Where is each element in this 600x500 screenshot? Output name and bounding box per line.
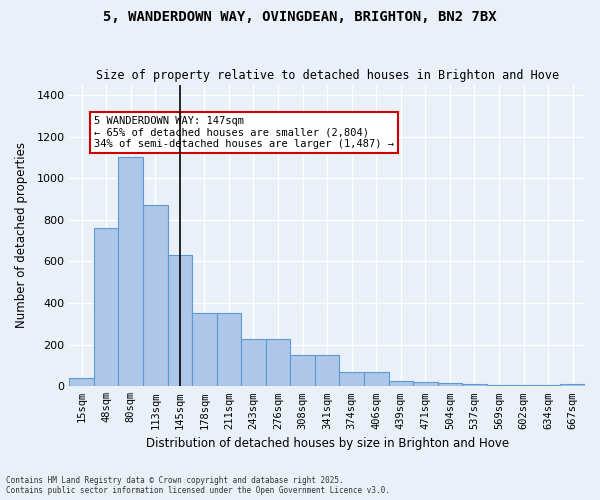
Bar xyxy=(290,355,315,386)
Bar xyxy=(437,383,462,386)
Bar xyxy=(340,372,364,386)
Bar xyxy=(143,206,167,386)
Text: 5 WANDERDOWN WAY: 147sqm
← 65% of detached houses are smaller (2,804)
34% of sem: 5 WANDERDOWN WAY: 147sqm ← 65% of detach… xyxy=(94,116,394,149)
Text: Contains HM Land Registry data © Crown copyright and database right 2025.
Contai: Contains HM Land Registry data © Crown c… xyxy=(6,476,390,495)
Y-axis label: Number of detached properties: Number of detached properties xyxy=(15,142,28,328)
Bar xyxy=(118,158,143,386)
Bar xyxy=(266,340,290,386)
Text: 5, WANDERDOWN WAY, OVINGDEAN, BRIGHTON, BN2 7BX: 5, WANDERDOWN WAY, OVINGDEAN, BRIGHTON, … xyxy=(103,10,497,24)
Bar xyxy=(94,228,118,386)
X-axis label: Distribution of detached houses by size in Brighton and Hove: Distribution of detached houses by size … xyxy=(146,437,509,450)
Bar xyxy=(217,314,241,386)
Bar xyxy=(364,372,389,386)
Bar xyxy=(413,382,437,386)
Bar xyxy=(192,314,217,386)
Bar xyxy=(462,384,487,386)
Bar xyxy=(560,384,585,386)
Bar xyxy=(241,340,266,386)
Bar xyxy=(167,255,192,386)
Bar xyxy=(389,381,413,386)
Bar xyxy=(315,355,340,386)
Title: Size of property relative to detached houses in Brighton and Hove: Size of property relative to detached ho… xyxy=(95,69,559,82)
Bar xyxy=(70,378,94,386)
